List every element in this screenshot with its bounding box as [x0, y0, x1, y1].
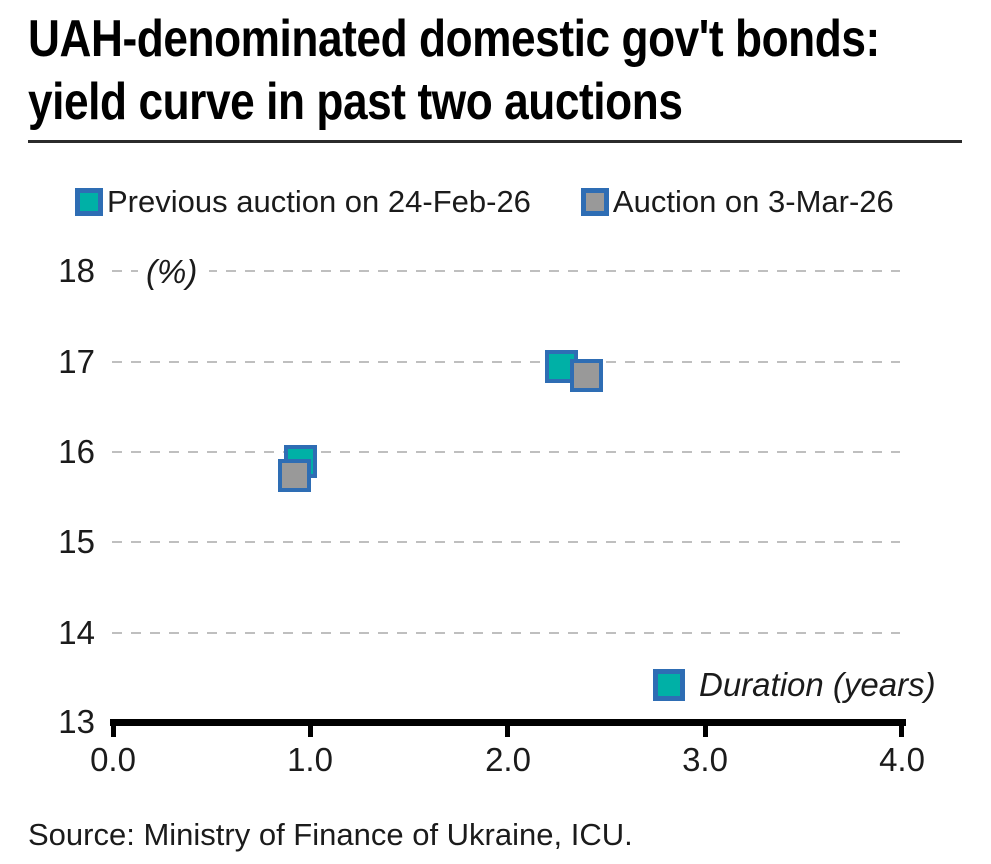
- x-tick-label-2: 2.0: [485, 741, 531, 778]
- y-tick-label-18: 18: [58, 252, 95, 289]
- x-tick-label-3: 3.0: [682, 741, 728, 778]
- x-tick-3: [703, 719, 708, 737]
- x-tick-1: [308, 719, 313, 737]
- gridline-14: [112, 632, 900, 634]
- x-tick-2: [505, 719, 510, 737]
- y-tick-label-17: 17: [58, 343, 95, 380]
- legend-label-current: Auction on 3-Mar-26: [612, 184, 894, 219]
- x-axis-label-group: Duration (years): [653, 666, 936, 704]
- chart-title-line2: yield curve in past two auctions: [28, 73, 683, 131]
- data-point-current-auction: [278, 458, 312, 492]
- y-tick-label-16: 16: [58, 433, 95, 470]
- chart-legend: Previous auction on 24-Feb-26 Auction on…: [75, 184, 894, 220]
- y-axis-unit-note: (%): [138, 253, 210, 291]
- x-axis-label: Duration (years): [699, 666, 936, 703]
- x-axis-line: [110, 719, 906, 726]
- chart-title-line1: UAH-denominated domestic gov't bonds:: [28, 10, 880, 68]
- x-tick-label-1: 1.0: [287, 741, 333, 778]
- x-tick-label-4: 4.0: [879, 741, 925, 778]
- x-tick-4: [899, 719, 904, 737]
- y-tick-label-13: 13: [58, 703, 95, 740]
- legend-label-previous: Previous auction on 24-Feb-26: [107, 184, 531, 219]
- gridline-18: [112, 270, 900, 272]
- data-point-current-auction: [570, 359, 604, 393]
- y-tick-label-15: 15: [58, 523, 95, 560]
- gridline-17: [112, 361, 900, 363]
- teal-square-icon: [653, 669, 685, 701]
- x-tick-label-0: 0.0: [90, 741, 136, 778]
- gridline-15: [112, 541, 900, 543]
- legend-item-current-auction: Auction on 3-Mar-26: [580, 184, 894, 220]
- title-divider: [28, 140, 962, 143]
- chart-title: UAH-denominated domestic gov't bonds: yi…: [28, 8, 929, 134]
- gray-square-swatch-icon: [580, 188, 609, 216]
- teal-square-swatch-icon: [75, 188, 103, 216]
- x-tick-0: [111, 719, 116, 737]
- source-note: Source: Ministry of Finance of Ukraine, …: [28, 817, 633, 852]
- gridline-16: [112, 451, 900, 453]
- y-tick-label-14: 14: [58, 614, 95, 651]
- legend-item-previous-auction: Previous auction on 24-Feb-26: [75, 184, 531, 220]
